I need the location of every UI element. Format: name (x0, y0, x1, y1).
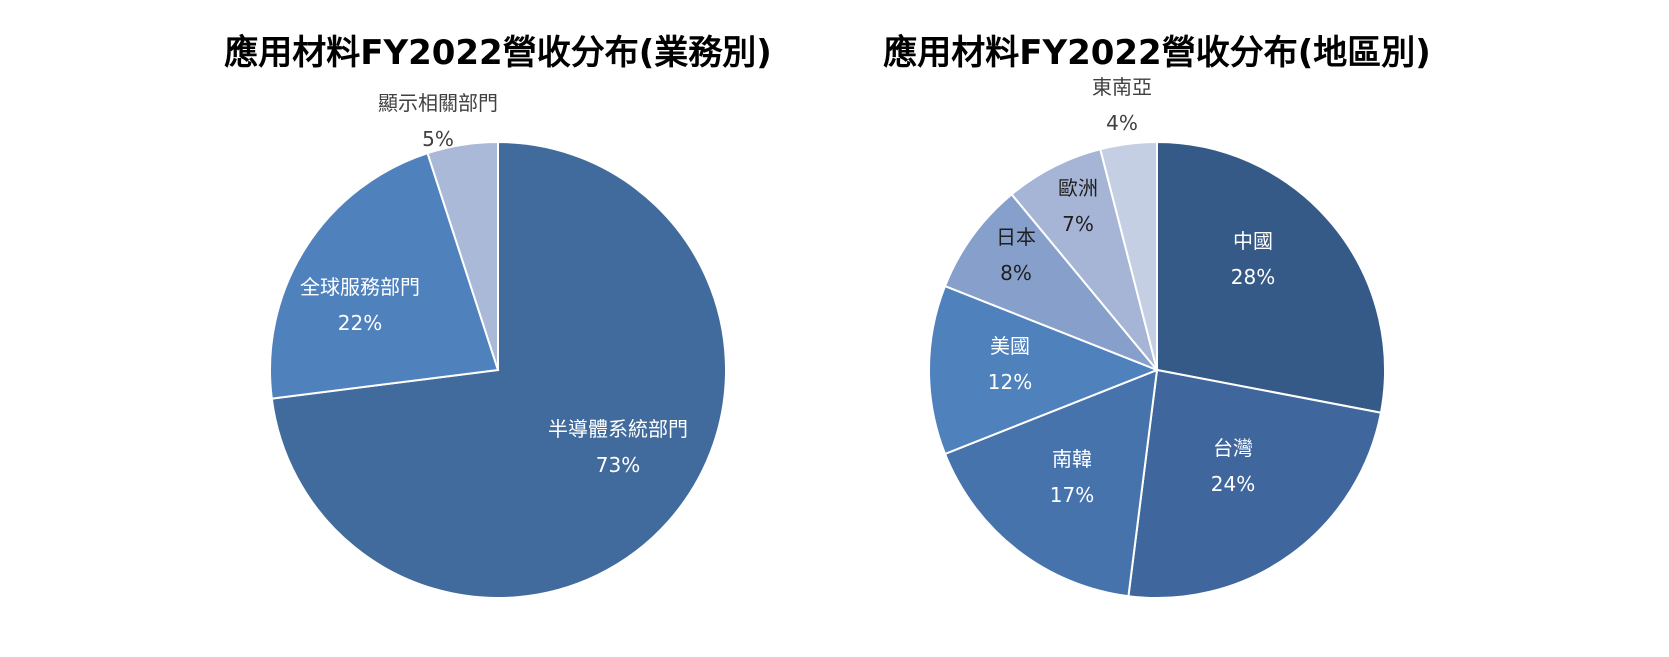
slice-value-china: 28% (1231, 265, 1275, 289)
slice-value-semiconductor-systems: 73% (596, 453, 640, 477)
pie-slice-usa (928, 284, 1160, 456)
pie-slice-china (1156, 140, 1386, 414)
slice-label-europe: 歐洲 (1058, 176, 1098, 200)
slice-label-china: 中國 (1233, 229, 1273, 253)
pie-chart-region: 應用材料FY2022營收分布(地區別) 中國 28% 台灣 24% 南韓 17% 美國 12%… (883, 33, 1431, 599)
pie-chart-business: 應用材料FY2022營收分布(業務別) 半導體系統部門 73% 全球服務部門 22% 顯… (224, 33, 772, 599)
pie-slice-japan (943, 192, 1158, 371)
slice-label-taiwan: 台灣 (1213, 436, 1253, 460)
slice-label-south-korea: 南韓 (1052, 447, 1092, 471)
pie-slices-region (928, 140, 1386, 599)
slice-label-usa: 美國 (990, 334, 1030, 358)
slice-value-southeast-asia: 4% (1106, 111, 1138, 135)
slice-value-south-korea: 17% (1050, 483, 1094, 507)
pie-labels-business: 半導體系統部門 73% 全球服務部門 22% 顯示相關部門 5% (300, 91, 688, 477)
slice-label-southeast-asia: 東南亞 (1092, 75, 1152, 99)
chart-title-business: 應用材料FY2022營收分布(業務別) (224, 33, 772, 73)
pie-slice-display (426, 140, 499, 371)
slice-label-semiconductor-systems: 半導體系統部門 (548, 417, 688, 441)
slice-value-global-services: 22% (338, 311, 382, 335)
pie-slices-business (269, 140, 727, 599)
slice-label-japan: 日本 (996, 225, 1036, 249)
pie-slice-south-korea (943, 368, 1159, 598)
pie-slice-taiwan (1127, 368, 1383, 599)
slice-value-taiwan: 24% (1211, 472, 1255, 496)
slice-value-display: 5% (422, 127, 454, 151)
pie-slice-global-services (269, 151, 500, 400)
pie-labels-region: 中國 28% 台灣 24% 南韓 17% 美國 12% 日本 8% 歐洲 7% 東南亞 4% (988, 75, 1275, 507)
pie-slice-southeast-asia (1099, 140, 1158, 371)
slice-label-global-services: 全球服務部門 (300, 275, 420, 299)
slice-value-japan: 8% (1000, 261, 1032, 285)
slice-value-europe: 7% (1062, 212, 1094, 236)
slice-value-usa: 12% (988, 370, 1032, 394)
chart-title-region: 應用材料FY2022營收分布(地區別) (883, 33, 1431, 73)
slice-label-display: 顯示相關部門 (378, 91, 498, 115)
